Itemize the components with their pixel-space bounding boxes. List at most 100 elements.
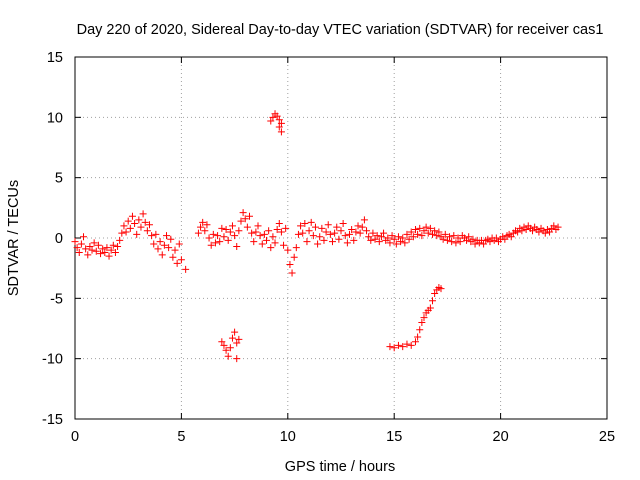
data-point-marker	[367, 236, 375, 244]
data-point-marker	[116, 236, 124, 244]
data-point-marker	[301, 220, 309, 228]
data-point-marker	[199, 218, 207, 226]
data-point-marker	[422, 223, 430, 231]
data-point-marker	[448, 238, 456, 246]
data-point-marker	[80, 233, 88, 241]
data-point-marker	[277, 119, 285, 127]
data-point-marker	[384, 234, 392, 242]
axis-ticks: 0 5 10 15 20 25 -15 -10 -5 0 5 10 15	[42, 50, 615, 445]
y-tick-label: -15	[42, 412, 63, 428]
data-point-marker	[277, 128, 285, 136]
data-point-marker	[118, 229, 126, 237]
data-point-marker	[231, 328, 239, 336]
data-point-marker	[443, 236, 451, 244]
data-point-marker	[231, 232, 239, 240]
data-point-marker	[280, 241, 288, 249]
data-point-marker	[107, 246, 115, 254]
data-point-marker	[111, 248, 119, 256]
data-point-marker	[109, 241, 117, 249]
data-point-marker	[386, 343, 394, 351]
data-point-marker	[101, 248, 109, 256]
data-point-marker	[309, 232, 317, 240]
data-point-marker	[363, 227, 371, 235]
data-point-marker	[522, 226, 530, 234]
data-point-marker	[339, 220, 347, 228]
data-point-marker	[288, 269, 296, 277]
y-tick-label: 10	[47, 110, 63, 126]
data-point-marker	[290, 253, 298, 261]
data-point-marker	[77, 240, 85, 248]
data-point-marker	[386, 239, 394, 247]
data-point-marker	[120, 222, 128, 230]
data-point-marker	[152, 230, 160, 238]
data-point-marker	[299, 229, 307, 237]
data-point-marker	[350, 236, 358, 244]
data-point-marker	[165, 244, 173, 252]
data-point-marker	[158, 251, 166, 259]
data-point-marker	[394, 233, 402, 241]
data-point-marker	[73, 244, 81, 252]
data-point-marker	[250, 238, 258, 246]
data-point-marker	[454, 234, 462, 242]
data-point-marker	[371, 235, 379, 243]
data-point-marker	[216, 238, 224, 246]
data-point-marker	[426, 304, 434, 312]
series-group	[71, 209, 562, 277]
data-point-marker	[241, 215, 249, 223]
data-point-marker	[352, 228, 360, 236]
data-point-marker	[177, 256, 185, 264]
data-point-marker	[529, 227, 537, 235]
data-point-marker	[541, 229, 549, 237]
data-point-marker	[220, 233, 228, 241]
data-point-marker	[409, 233, 417, 241]
data-point-marker	[331, 229, 339, 237]
data-point-marker	[154, 245, 162, 253]
data-point-marker	[411, 226, 419, 234]
data-point-marker	[271, 239, 279, 247]
data-point-marker	[254, 222, 262, 230]
data-points	[71, 110, 562, 363]
data-point-marker	[211, 239, 219, 247]
data-point-marker	[403, 230, 411, 238]
data-point-marker	[222, 346, 230, 354]
data-point-marker	[320, 236, 328, 244]
data-point-marker	[311, 223, 319, 231]
data-point-marker	[369, 229, 377, 237]
data-point-marker	[465, 233, 473, 241]
data-point-marker	[135, 216, 143, 224]
data-point-marker	[269, 113, 277, 121]
data-point-marker	[275, 123, 283, 131]
data-point-marker	[265, 227, 273, 235]
x-axis-label: GPS time / hours	[285, 459, 395, 475]
data-point-marker	[356, 229, 364, 237]
data-point-marker	[441, 230, 449, 238]
data-point-marker	[137, 223, 145, 231]
grid	[75, 57, 607, 419]
data-point-marker	[469, 235, 477, 243]
y-tick-label: 0	[55, 231, 63, 247]
data-point-marker	[148, 232, 156, 240]
data-point-marker	[303, 238, 311, 246]
data-point-marker	[358, 223, 366, 231]
data-point-marker	[88, 246, 96, 254]
data-point-marker	[163, 232, 171, 240]
x-tick-label: 0	[71, 429, 79, 445]
data-point-marker	[407, 228, 415, 236]
x-tick-label: 20	[493, 429, 509, 445]
data-point-marker	[145, 221, 153, 229]
data-point-marker	[507, 233, 515, 241]
data-point-marker	[224, 236, 232, 244]
y-axis-label: SDTVAR / TECUs	[6, 180, 22, 296]
data-point-marker	[514, 228, 522, 236]
y-tick-label: -5	[50, 291, 63, 307]
data-point-marker	[420, 314, 428, 322]
data-point-marker	[431, 227, 439, 235]
data-point-marker	[173, 259, 181, 267]
series-group	[386, 283, 445, 352]
data-point-marker	[388, 232, 396, 240]
data-point-marker	[275, 220, 283, 228]
data-point-marker	[228, 222, 236, 230]
data-point-marker	[273, 112, 281, 120]
data-point-marker	[141, 218, 149, 226]
data-point-marker	[92, 247, 100, 255]
